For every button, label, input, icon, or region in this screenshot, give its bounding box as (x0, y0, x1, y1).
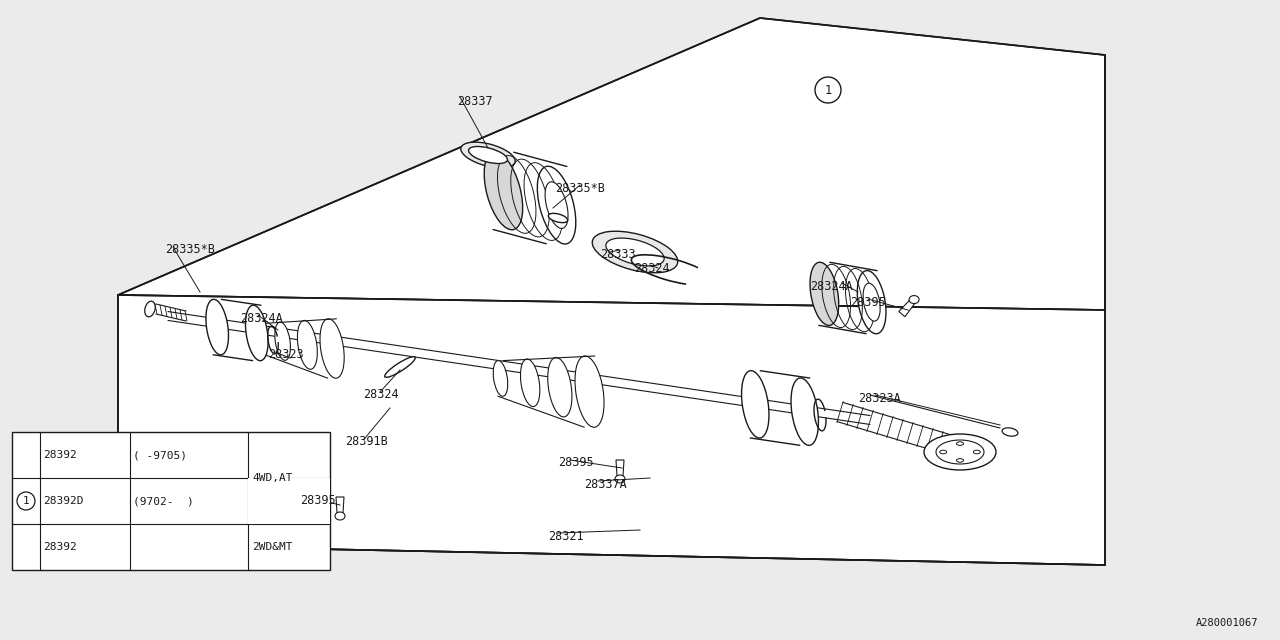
Text: 1: 1 (824, 83, 832, 97)
Ellipse shape (909, 296, 919, 303)
Ellipse shape (468, 147, 507, 163)
Bar (248, 477, 330, 524)
Text: 28333: 28333 (600, 248, 636, 261)
Ellipse shape (605, 238, 664, 266)
Ellipse shape (741, 371, 769, 438)
Bar (12, 432, 330, 570)
Ellipse shape (320, 319, 344, 378)
Ellipse shape (145, 301, 155, 317)
Ellipse shape (973, 450, 980, 454)
Text: 28324A: 28324A (810, 280, 852, 293)
Text: 28324: 28324 (364, 388, 398, 401)
Ellipse shape (538, 166, 576, 244)
Text: 1: 1 (23, 496, 29, 506)
Text: A280001067: A280001067 (1196, 618, 1258, 628)
Ellipse shape (863, 284, 881, 321)
Ellipse shape (956, 442, 964, 445)
Text: 2WD&MT: 2WD&MT (252, 542, 293, 552)
Text: ( -9705): ( -9705) (133, 450, 187, 460)
Ellipse shape (936, 440, 984, 464)
Text: 28395: 28395 (300, 494, 335, 507)
Text: 28392: 28392 (44, 542, 77, 552)
Ellipse shape (810, 262, 838, 325)
Ellipse shape (252, 324, 264, 351)
Text: 28391B: 28391B (346, 435, 388, 448)
Text: 28324: 28324 (634, 262, 669, 275)
Ellipse shape (548, 213, 568, 223)
Ellipse shape (206, 300, 229, 355)
Polygon shape (118, 18, 1105, 310)
Ellipse shape (548, 358, 572, 417)
Text: 28335*B: 28335*B (165, 243, 215, 256)
Ellipse shape (297, 321, 317, 369)
Ellipse shape (246, 305, 268, 361)
Ellipse shape (575, 356, 604, 428)
Ellipse shape (275, 322, 291, 360)
Ellipse shape (335, 512, 346, 520)
Ellipse shape (1002, 428, 1018, 436)
Polygon shape (335, 497, 344, 513)
Ellipse shape (940, 450, 947, 454)
Ellipse shape (493, 360, 508, 396)
Ellipse shape (545, 182, 568, 228)
Text: 28321: 28321 (548, 530, 584, 543)
Ellipse shape (521, 359, 540, 406)
Text: 28337A: 28337A (584, 478, 627, 491)
Text: 28323: 28323 (268, 348, 303, 361)
Text: 28395: 28395 (558, 456, 594, 469)
Ellipse shape (593, 231, 677, 273)
Ellipse shape (791, 378, 818, 445)
Polygon shape (899, 300, 914, 317)
Text: 28324A: 28324A (241, 312, 283, 325)
Polygon shape (616, 460, 625, 476)
Text: 4WD,AT: 4WD,AT (252, 473, 293, 483)
Polygon shape (118, 295, 1105, 565)
Text: 28323A: 28323A (858, 392, 901, 405)
Text: (9702-  ): (9702- ) (133, 496, 193, 506)
Ellipse shape (461, 142, 515, 168)
Ellipse shape (385, 356, 415, 378)
Ellipse shape (956, 459, 964, 462)
Ellipse shape (484, 152, 522, 230)
Text: 28335*B: 28335*B (556, 182, 605, 195)
Text: 28337: 28337 (457, 95, 493, 108)
Ellipse shape (614, 475, 625, 483)
Ellipse shape (858, 271, 886, 334)
Text: 28392D: 28392D (44, 496, 83, 506)
Text: 28392: 28392 (44, 450, 77, 460)
Text: 28395: 28395 (850, 296, 886, 309)
Ellipse shape (924, 434, 996, 470)
